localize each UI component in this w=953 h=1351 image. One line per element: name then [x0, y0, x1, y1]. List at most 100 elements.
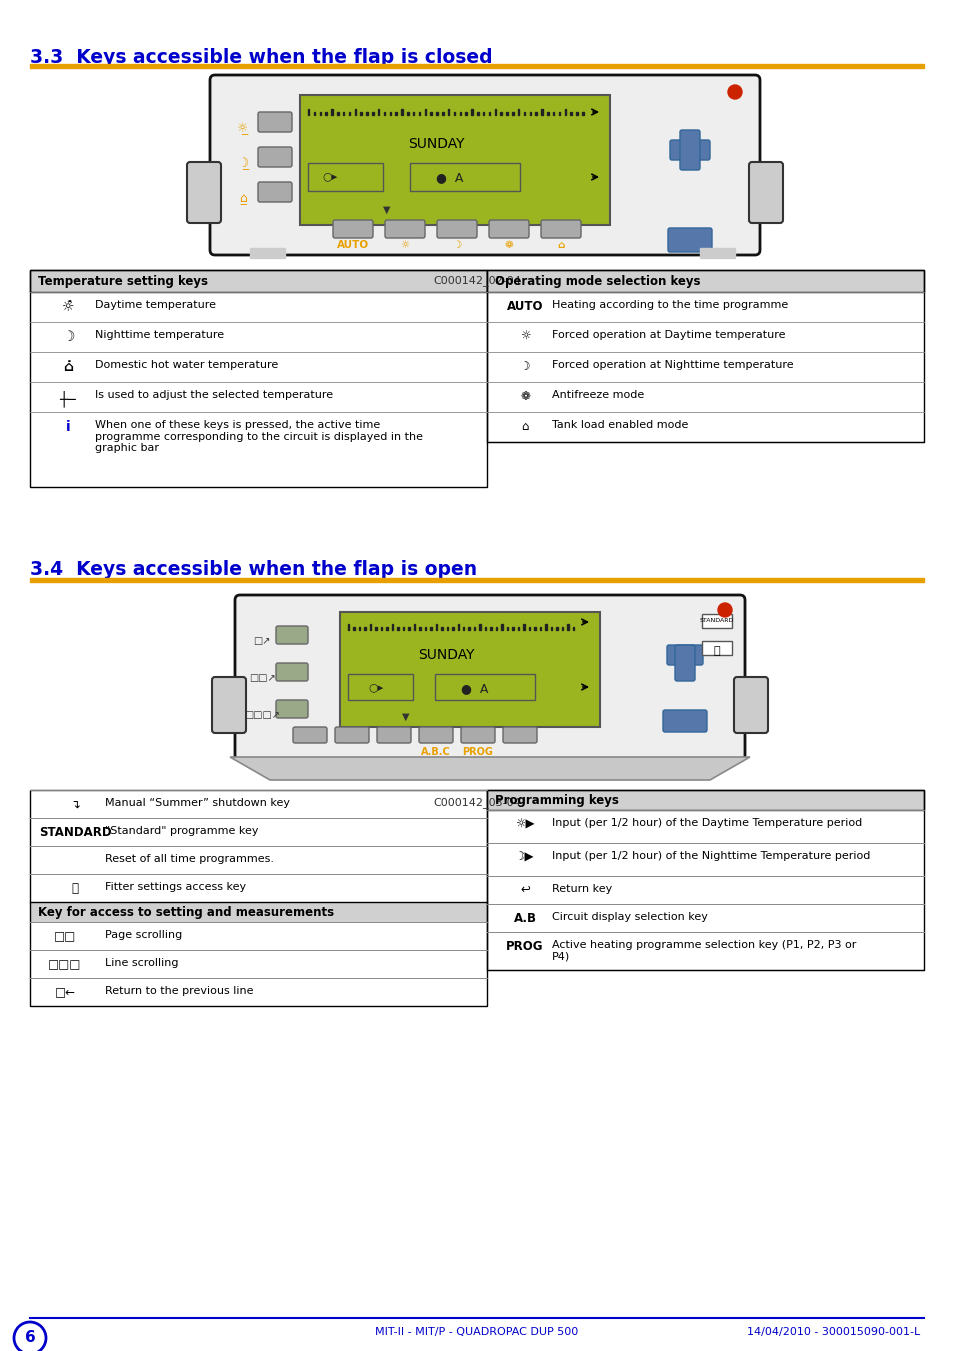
FancyBboxPatch shape [418, 727, 453, 743]
Text: ●  A: ● A [461, 682, 488, 694]
Bar [506, 112, 507, 115]
Bar [528, 627, 530, 630]
FancyBboxPatch shape [376, 727, 411, 743]
Text: □↗: □↗ [253, 636, 271, 646]
Bar [534, 627, 536, 630]
Text: □□↗: □□↗ [249, 673, 275, 684]
Text: When one of these keys is pressed, the active time
programme corresponding to th: When one of these keys is pressed, the a… [95, 420, 422, 453]
Text: ☽: ☽ [452, 240, 461, 250]
Bar [372, 112, 374, 115]
Bar [348, 674, 413, 700]
Bar [488, 112, 490, 115]
Text: ☽: ☽ [62, 330, 74, 345]
Bar [572, 627, 574, 630]
Bar [366, 112, 368, 115]
Bar [576, 112, 578, 115]
FancyBboxPatch shape [540, 220, 580, 238]
Bar [486, 270, 923, 292]
Circle shape [727, 85, 741, 99]
FancyBboxPatch shape [385, 220, 424, 238]
FancyBboxPatch shape [333, 220, 373, 238]
Bar [30, 902, 486, 921]
Text: ⌂̇: ⌂̇ [63, 359, 72, 374]
Text: Heating according to the time programme: Heating according to the time programme [552, 300, 787, 309]
Text: A.B.C: A.B.C [420, 747, 451, 757]
Bar [414, 624, 415, 630]
Bar [540, 109, 542, 115]
Bar [375, 627, 376, 630]
Bar [701, 640, 731, 655]
Text: ☼̇: ☼̇ [62, 300, 74, 313]
Bar [479, 624, 480, 630]
Bar [441, 112, 443, 115]
Bar [484, 627, 486, 630]
FancyBboxPatch shape [257, 112, 292, 132]
Bar [486, 790, 923, 811]
Text: ☼: ☼ [519, 330, 530, 343]
Bar [308, 109, 309, 115]
Bar [319, 112, 321, 115]
Bar [547, 112, 548, 115]
Text: ☽: ☽ [519, 359, 530, 373]
FancyBboxPatch shape [502, 727, 537, 743]
Bar [401, 109, 402, 115]
Text: ❁: ❁ [504, 240, 513, 250]
FancyBboxPatch shape [679, 130, 700, 170]
Bar [495, 109, 496, 115]
Text: ⌂̲: ⌂̲ [239, 192, 247, 205]
Circle shape [14, 1323, 46, 1351]
FancyBboxPatch shape [275, 700, 308, 717]
Text: ☽▶: ☽▶ [515, 851, 535, 865]
FancyBboxPatch shape [234, 594, 744, 761]
FancyBboxPatch shape [210, 76, 760, 255]
Text: Input (per 1/2 hour) of the Daytime Temperature period: Input (per 1/2 hour) of the Daytime Temp… [552, 817, 862, 828]
FancyBboxPatch shape [293, 727, 327, 743]
Bar [408, 627, 409, 630]
Bar [556, 627, 557, 630]
FancyBboxPatch shape [275, 626, 308, 644]
Text: Key for access to setting and measurements: Key for access to setting and measuremen… [38, 907, 334, 919]
Bar [452, 627, 453, 630]
Bar [535, 112, 537, 115]
Text: Temperature setting keys: Temperature setting keys [38, 276, 208, 288]
FancyBboxPatch shape [667, 228, 711, 253]
Bar [30, 270, 486, 486]
Text: Return key: Return key [552, 884, 612, 894]
Bar [501, 624, 502, 630]
Bar [364, 627, 366, 630]
Bar [392, 624, 393, 630]
Bar [506, 627, 508, 630]
Bar [558, 112, 559, 115]
FancyBboxPatch shape [257, 147, 292, 168]
FancyBboxPatch shape [460, 727, 495, 743]
Bar [377, 109, 379, 115]
FancyBboxPatch shape [662, 711, 706, 732]
Bar [389, 112, 391, 115]
Text: "Standard" programme key: "Standard" programme key [105, 825, 258, 836]
Bar [517, 627, 518, 630]
Text: Return to the previous line: Return to the previous line [105, 986, 253, 996]
Bar [454, 112, 455, 115]
Bar [383, 112, 385, 115]
Text: Tank load enabled mode: Tank load enabled mode [552, 420, 688, 430]
Text: AUTO: AUTO [336, 240, 369, 250]
Text: ⛟: ⛟ [713, 646, 720, 657]
Text: Programming keys: Programming keys [495, 794, 618, 807]
Text: ❁: ❁ [519, 390, 529, 403]
Bar [336, 112, 338, 115]
Bar [512, 627, 514, 630]
Bar [566, 624, 568, 630]
Text: □□□↗: □□□↗ [244, 711, 279, 720]
Bar [446, 627, 448, 630]
Bar [486, 270, 923, 292]
Bar [380, 627, 382, 630]
Text: ☼: ☼ [400, 240, 409, 250]
Bar [476, 112, 478, 115]
Text: ⛟: ⛟ [71, 882, 78, 894]
Text: C000142_03-04: C000142_03-04 [433, 797, 520, 808]
Circle shape [718, 603, 731, 617]
Bar [386, 627, 388, 630]
Bar [370, 624, 371, 630]
Text: Nighttime temperature: Nighttime temperature [95, 330, 224, 340]
FancyBboxPatch shape [733, 677, 767, 734]
